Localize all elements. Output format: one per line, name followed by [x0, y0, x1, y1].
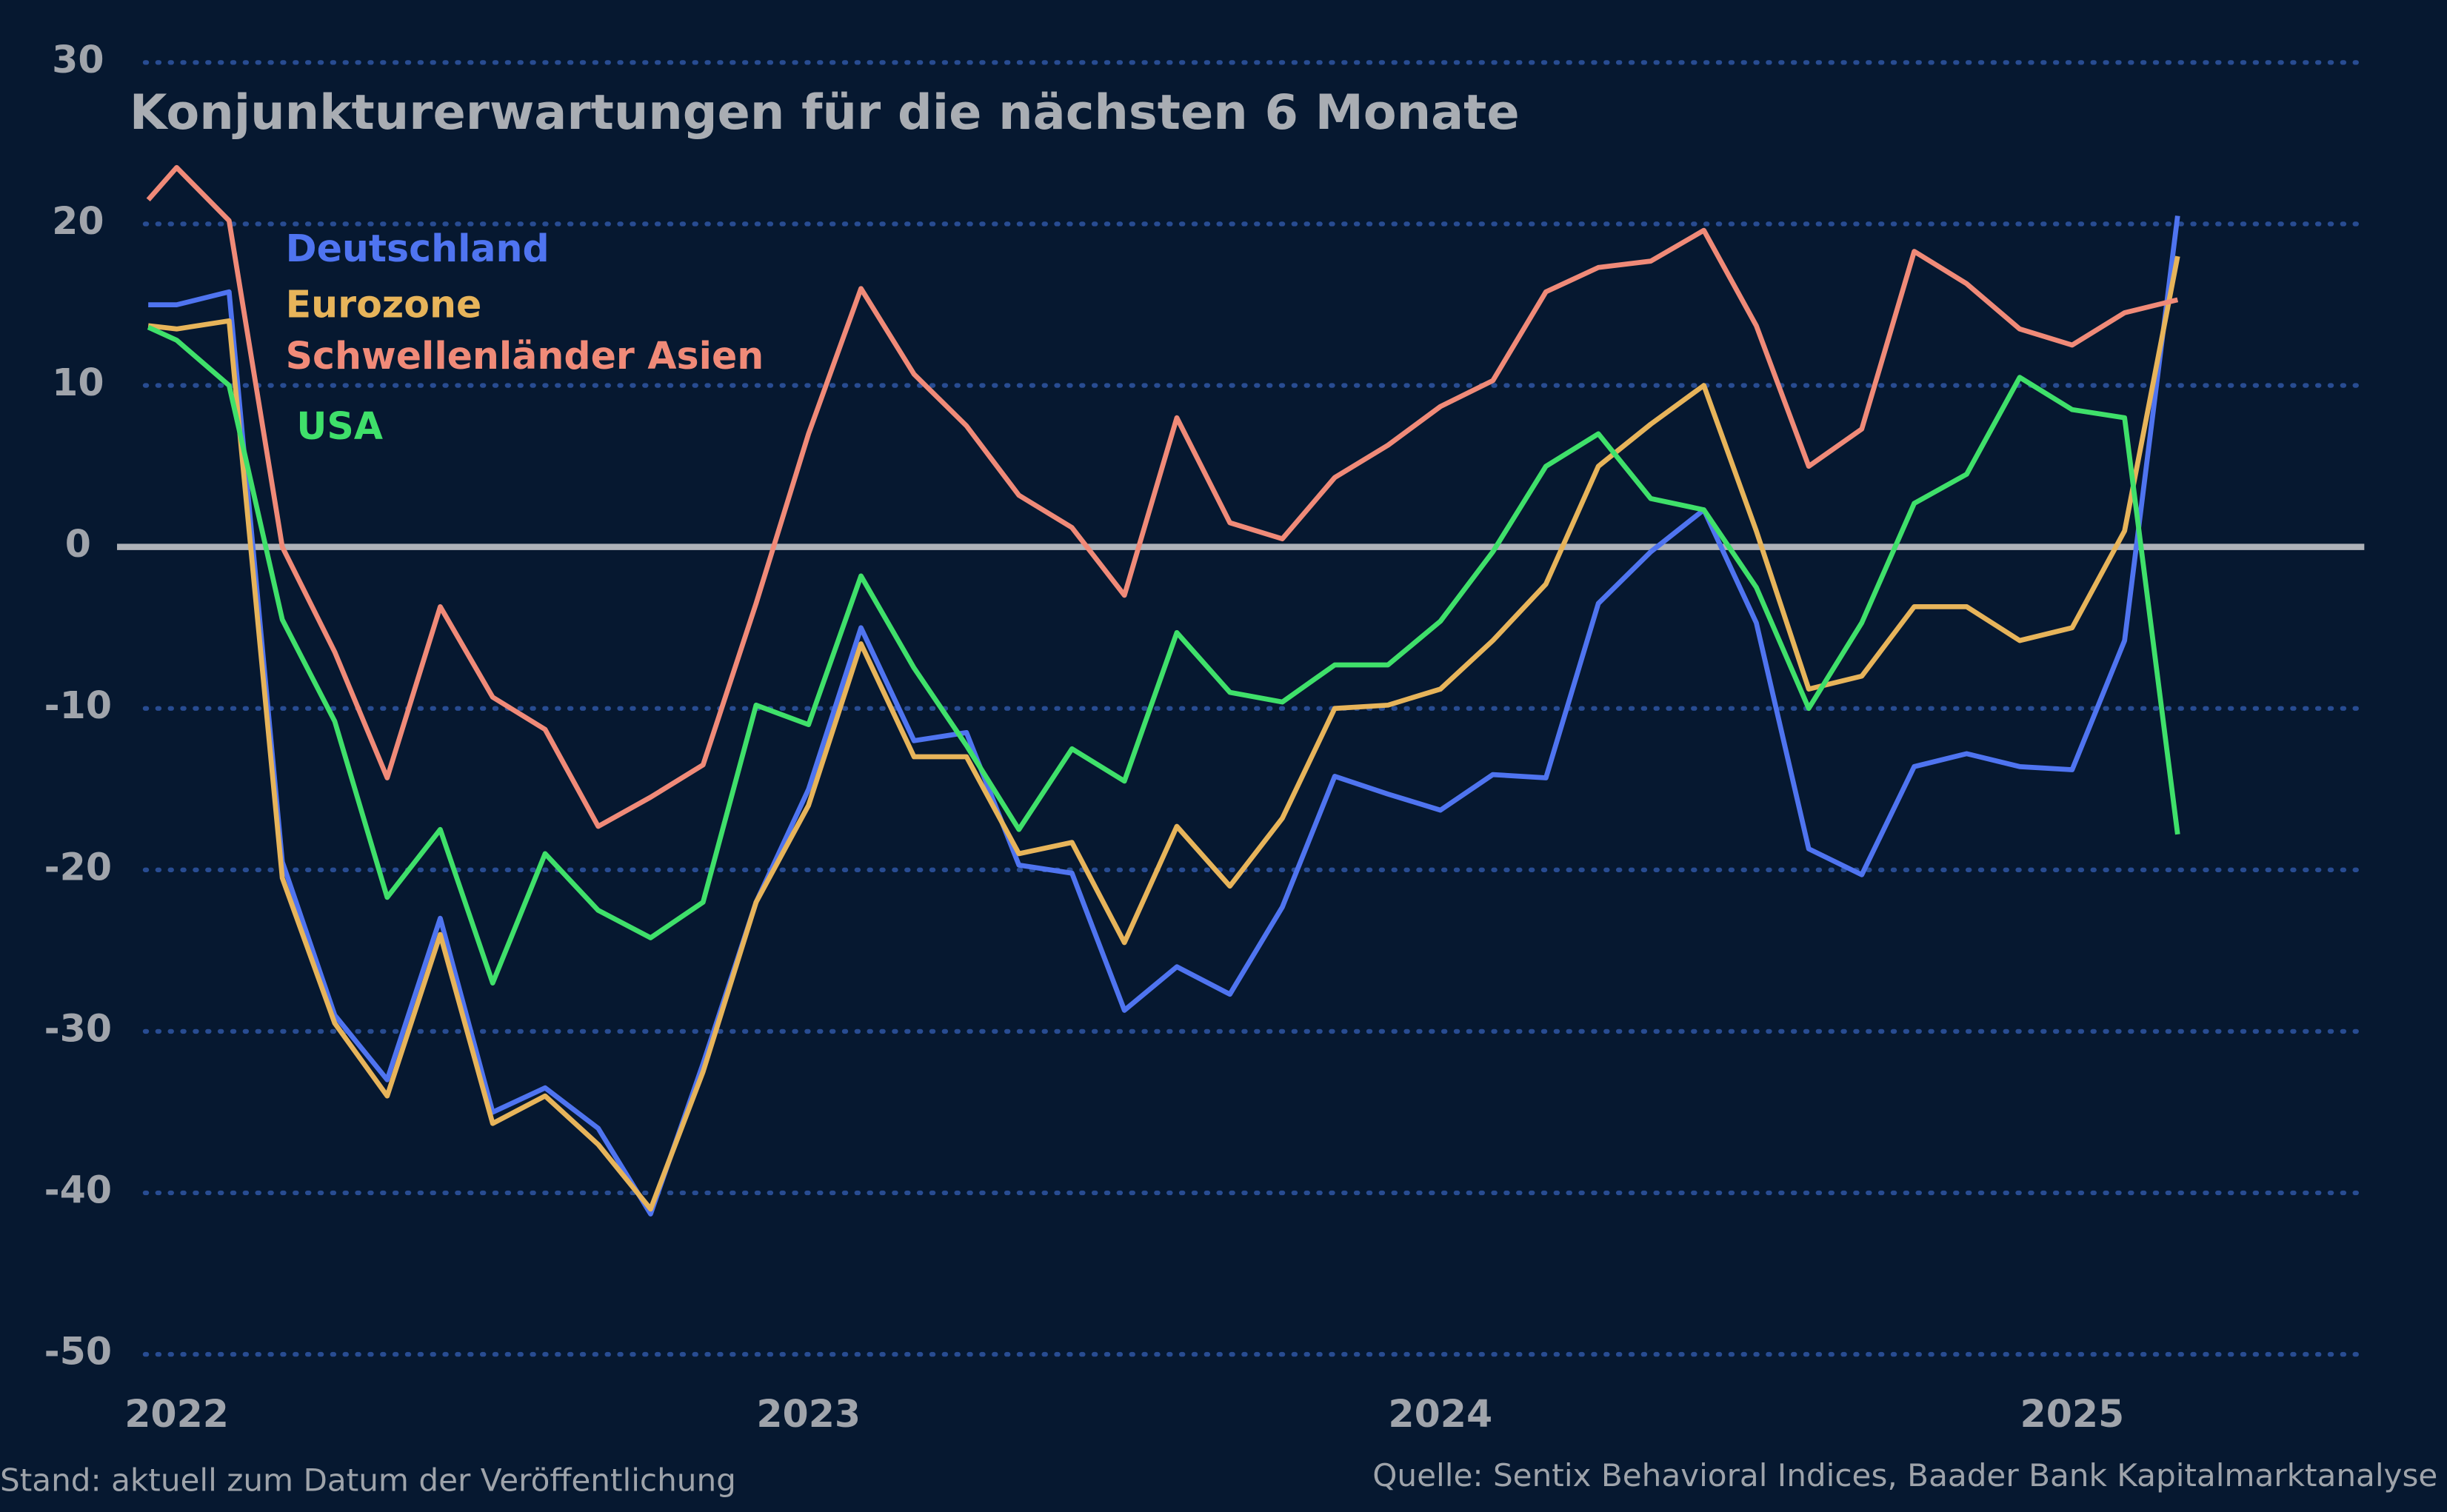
y-tick-label: -20 [44, 845, 112, 889]
y-tick-label: 0 [65, 522, 91, 566]
x-tick-label: 2022 [124, 1392, 229, 1436]
y-tick-label: -30 [44, 1006, 112, 1050]
series-line [148, 215, 2180, 1217]
footnote: Stand: aktuell zum Datum der Veröffentli… [0, 1462, 736, 1498]
series-line [146, 164, 2179, 829]
y-tick-label: 10 [52, 361, 104, 404]
x-tick-label: 2025 [2020, 1392, 2125, 1436]
legend-label: Deutschland [286, 227, 550, 270]
y-tick-label: 30 [52, 38, 104, 81]
x-tick-label: 2023 [756, 1392, 861, 1436]
series-line [147, 324, 2180, 986]
y-tick-label: 20 [52, 199, 104, 243]
x-tick-label: 2024 [1388, 1392, 1492, 1436]
legend-label: Schwellenländer Asien [286, 334, 764, 378]
series-line [147, 255, 2180, 1212]
source: Quelle: Sentix Behavioral Indices, Baade… [1372, 1457, 2437, 1493]
chart-title: Konjunkturerwartungen für die nächsten 6… [130, 84, 1520, 141]
legend-label: Eurozone [286, 283, 482, 327]
y-tick-label: -50 [44, 1330, 112, 1374]
y-tick-label: -40 [44, 1168, 112, 1212]
legend-label: USA [296, 404, 383, 448]
y-tick-label: -10 [44, 683, 112, 727]
